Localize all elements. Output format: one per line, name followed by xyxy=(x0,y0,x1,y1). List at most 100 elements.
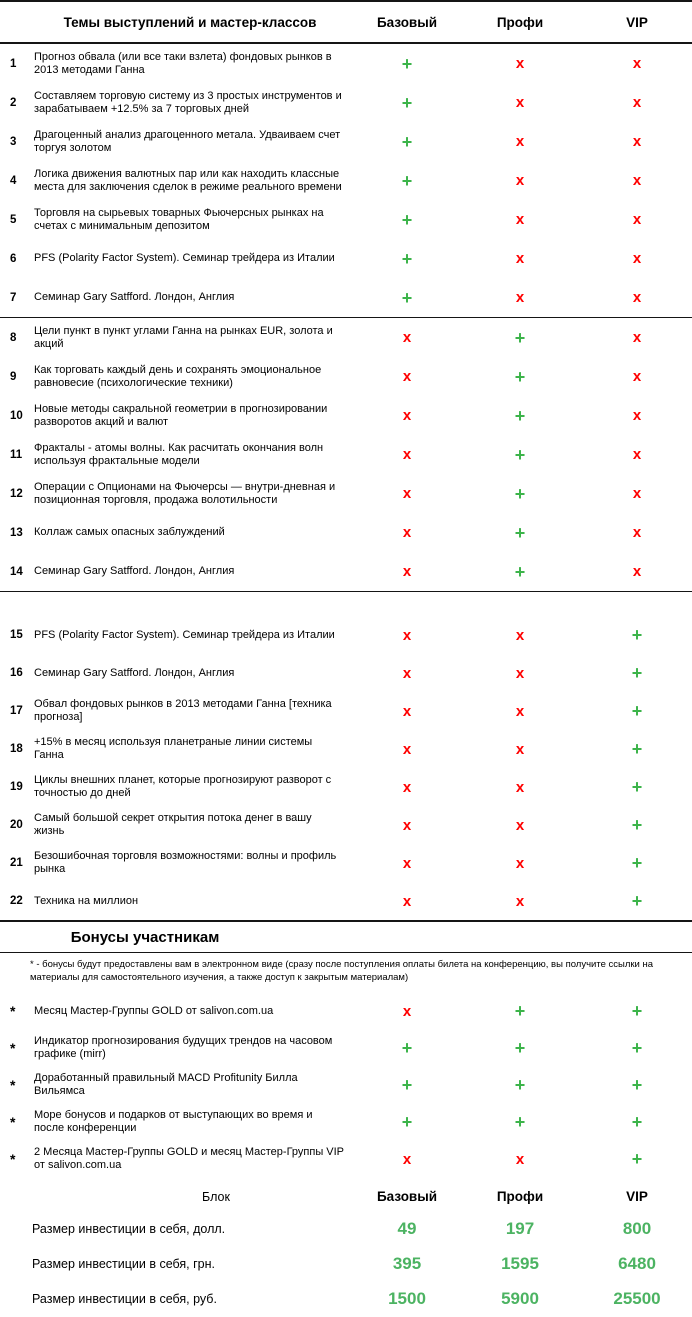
excluded-mark: x xyxy=(632,485,642,502)
pricing-section: Блок Базовый Профи VIP Размер инвестиции… xyxy=(0,1182,692,1317)
pricing-column-vip: VIP xyxy=(626,1189,648,1205)
pricing-header-row: Блок Базовый Профи VIP xyxy=(0,1182,692,1212)
bonus-marker: * xyxy=(10,1151,16,1168)
row-number: 3 xyxy=(10,135,17,148)
bonus-title: Месяц Мастер-Группы GOLD от salivon.com.… xyxy=(34,1004,274,1017)
excluded-mark: x xyxy=(402,626,412,644)
included-mark: + xyxy=(401,1075,413,1096)
excluded-mark: x xyxy=(515,626,525,644)
row-number: 9 xyxy=(10,370,17,383)
included-mark: + xyxy=(514,1038,526,1059)
included-mark: + xyxy=(631,891,643,911)
pricing-rows: Размер инвестиции в себя, долл. 49 197 800 Р… xyxy=(0,1212,692,1317)
excluded-mark: x xyxy=(632,446,642,463)
pricing-block-label: Блок xyxy=(202,1189,230,1204)
topic-row: 14 Семинар Gary Satfford. Лондон, Англия x… xyxy=(0,552,692,591)
excluded-mark: x xyxy=(402,816,412,834)
topic-row: 17 Обвал фондовых рынков в 2013 методами … xyxy=(0,692,692,730)
topics-section-1: 1 Прогноз обвала (или все таки взлета) фо… xyxy=(0,44,692,317)
excluded-mark: x xyxy=(515,211,525,228)
table-header-row: Темы выступлений и мастер-классов Базовы… xyxy=(0,2,692,42)
row-number: 12 xyxy=(10,487,23,500)
row-number: 6 xyxy=(10,252,17,265)
bonus-section-title: Бонусы участникам xyxy=(70,928,220,946)
row-number: 22 xyxy=(10,895,23,907)
row-number: 18 xyxy=(10,743,23,755)
topic-title: Обвал фондовых рынков в 2013 методами Га… xyxy=(34,698,332,723)
row-number: 15 xyxy=(10,629,23,641)
excluded-mark: x xyxy=(632,563,642,580)
price-value-basic: 395 xyxy=(392,1254,422,1274)
bonus-row: * 2 Месяца Мастер-Группы GOLD и месяц Мас… xyxy=(0,1141,692,1178)
topic-row: 9 Как торговать каждый день и сохранять э… xyxy=(0,357,692,396)
topic-row: 10 Новые методы сакральной геометрии в пр… xyxy=(0,396,692,435)
excluded-mark: x xyxy=(515,55,525,72)
excluded-mark: x xyxy=(402,563,412,580)
excluded-mark: x xyxy=(402,1002,412,1020)
price-value-basic: 1500 xyxy=(388,1289,426,1309)
row-number: 8 xyxy=(10,331,17,344)
row-number: 1 xyxy=(10,57,17,70)
excluded-mark: x xyxy=(515,133,525,150)
topic-title: Прогноз обвала (или все таки взлета) фон… xyxy=(34,50,332,76)
included-mark: + xyxy=(401,287,413,308)
excluded-mark: x xyxy=(632,250,642,267)
topic-row: 8 Цели пункт в пункт углами Ганна на рынк… xyxy=(0,318,692,357)
included-mark: + xyxy=(631,1001,643,1022)
bonus-marker: * xyxy=(10,1077,16,1094)
excluded-mark: x xyxy=(632,407,642,424)
topic-row: 5 Торговля на сырьевых товарных Фьючерсны… xyxy=(0,200,692,239)
excluded-mark: x xyxy=(515,702,525,720)
topic-title: Составляем торговую систему из 3 простых… xyxy=(34,89,342,115)
included-mark: + xyxy=(631,739,643,759)
bonus-footnote: * - бонусы будут предоставлены вам в эле… xyxy=(30,959,654,984)
bonus-title-divider xyxy=(0,952,692,953)
pricing-row: Размер инвестиции в себя, долл. 49 197 800 xyxy=(0,1212,692,1247)
topic-row: 20 Самый большой секрет открытия потока д… xyxy=(0,806,692,844)
price-value-basic: 49 xyxy=(397,1219,417,1239)
bonus-marker: * xyxy=(10,1040,16,1057)
pricing-row-label: Размер инвестиции в себя, долл. xyxy=(32,1222,226,1237)
excluded-mark: x xyxy=(402,446,412,463)
bonus-row: * Месяц Мастер-Группы GOLD от salivon.com… xyxy=(0,993,692,1030)
included-mark: + xyxy=(401,131,413,152)
row-number: 21 xyxy=(10,857,23,869)
topic-row: 13 Коллаж самых опасных заблуждений x + x xyxy=(0,513,692,552)
topic-row: 1 Прогноз обвала (или все таки взлета) фо… xyxy=(0,44,692,83)
excluded-mark: x xyxy=(515,664,525,682)
topic-row: 7 Семинар Gary Satfford. Лондон, Англия + x… xyxy=(0,278,692,317)
excluded-mark: x xyxy=(632,94,642,111)
excluded-mark: x xyxy=(402,524,412,541)
excluded-mark: x xyxy=(515,740,525,758)
pricing-row: Размер инвестиции в себя, руб. 1500 5900 25… xyxy=(0,1282,692,1317)
excluded-mark: x xyxy=(402,778,412,796)
topic-row: 22 Техника на миллион x x + xyxy=(0,882,692,920)
topic-title: Семинар Gary Satfford. Лондон, Англия xyxy=(34,565,235,577)
bonus-rows: * Месяц Мастер-Группы GOLD от salivon.com… xyxy=(0,993,692,1178)
excluded-mark: x xyxy=(402,892,412,910)
topic-title: Фракталы - атомы волны. Как расчитать ок… xyxy=(34,441,324,467)
included-mark: + xyxy=(631,853,643,873)
included-mark: + xyxy=(514,405,526,426)
topic-title: Операции с Опционами на Фьючерсы — внутр… xyxy=(34,480,336,506)
row-number: 4 xyxy=(10,174,17,187)
included-mark: + xyxy=(631,1075,643,1096)
topic-title: Безошибочная торговля возможностями: вол… xyxy=(34,850,337,875)
topic-title: Новые методы сакральной геометрии в прог… xyxy=(34,402,328,428)
included-mark: + xyxy=(514,522,526,543)
included-mark: + xyxy=(514,444,526,465)
excluded-mark: x xyxy=(632,368,642,385)
excluded-mark: x xyxy=(402,485,412,502)
included-mark: + xyxy=(401,92,413,113)
included-mark: + xyxy=(631,625,643,645)
topic-row: 19 Циклы внешних планет, которые прогнози… xyxy=(0,768,692,806)
included-mark: + xyxy=(514,1075,526,1096)
excluded-mark: x xyxy=(402,702,412,720)
topic-row: 4 Логика движения валютных пар или как на… xyxy=(0,161,692,200)
row-number: 14 xyxy=(10,565,23,578)
excluded-mark: x xyxy=(632,55,642,72)
topic-row: 15 PFS (Polarity Factor System). Семинар … xyxy=(0,616,692,654)
included-mark: + xyxy=(631,701,643,721)
included-mark: + xyxy=(514,327,526,348)
topic-row: 12 Операции с Опционами на Фьючерсы — вну… xyxy=(0,474,692,513)
